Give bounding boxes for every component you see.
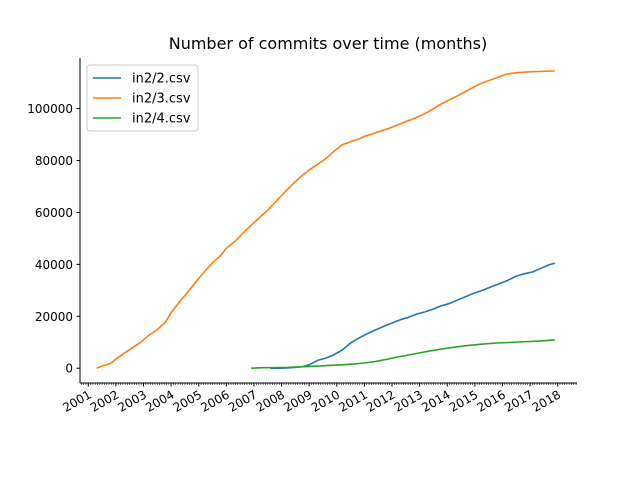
legend-label-0: in2/2.csv bbox=[132, 72, 191, 87]
y-tick-label: 20000 bbox=[35, 310, 73, 324]
legend: in2/2.csv in2/3.csv in2/4.csv bbox=[86, 64, 199, 132]
series-line-2 bbox=[251, 339, 555, 369]
legend-label-2: in2/4.csv bbox=[132, 112, 191, 127]
series-line-0 bbox=[270, 262, 556, 370]
legend-items: in2/2.csv in2/3.csv in2/4.csv bbox=[93, 72, 191, 127]
legend-label-1: in2/3.csv bbox=[132, 92, 191, 107]
y-tick-label: 100000 bbox=[27, 102, 73, 116]
y-tick-label: 60000 bbox=[35, 206, 73, 220]
y-tick-label: 80000 bbox=[35, 154, 73, 168]
y-tick-label: 0 bbox=[65, 362, 73, 376]
y-tick-label: 40000 bbox=[35, 258, 73, 272]
series-line-1 bbox=[96, 70, 555, 369]
y-axis-ticks: 0 20000 40000 60000 80000 100000 bbox=[27, 102, 80, 376]
legend-box bbox=[86, 64, 199, 132]
chart-title: Number of commits over time (months) bbox=[169, 34, 488, 53]
series-layer bbox=[96, 70, 556, 370]
